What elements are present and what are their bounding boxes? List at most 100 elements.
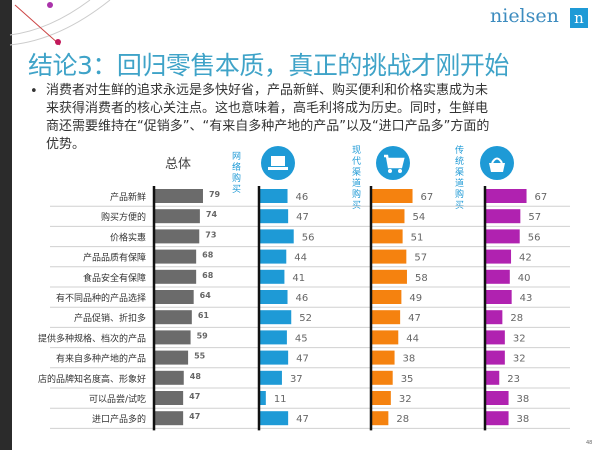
bar-2 xyxy=(371,189,413,203)
bar-2 xyxy=(371,350,395,365)
series-header-total: 总体 xyxy=(165,157,192,172)
bar-3 xyxy=(485,229,520,244)
category-label: 产品促销、折扣多 xyxy=(74,312,146,324)
bar-3 xyxy=(485,189,527,203)
data-label: 68 xyxy=(202,271,214,280)
data-label: 38 xyxy=(517,414,530,425)
data-label: 74 xyxy=(206,210,218,219)
bar-1 xyxy=(259,269,285,284)
data-label: 57 xyxy=(528,212,541,223)
bar-0 xyxy=(154,209,200,224)
category-label: 食品安全有保障 xyxy=(83,272,146,284)
data-label: 37 xyxy=(290,374,303,385)
bar-3 xyxy=(485,391,509,405)
data-label: 38 xyxy=(517,394,530,405)
data-label: 73 xyxy=(205,230,216,239)
bar-0 xyxy=(154,229,200,244)
body-text: 消费者对生鲜的追求永远是多快好省，产品新鲜、购买便利和价格实惠成为未来获得消费者… xyxy=(46,83,490,152)
category-label: 进口产品多的 xyxy=(92,413,146,425)
data-label: 58 xyxy=(415,273,428,284)
data-label: 79 xyxy=(209,190,221,199)
bar-1 xyxy=(259,330,287,345)
data-label: 28 xyxy=(396,414,409,425)
bar-0 xyxy=(154,330,191,345)
bar-0 xyxy=(154,391,184,405)
category-label: 提供多种规格、档次的产品 xyxy=(38,332,146,344)
data-label: 47 xyxy=(296,354,309,365)
series-header-online: 网络购买 xyxy=(232,152,242,195)
data-label: 57 xyxy=(414,253,427,264)
bar-1 xyxy=(259,249,287,264)
bar-2 xyxy=(371,391,391,405)
nielsen-logo-mark: n xyxy=(570,8,588,28)
category-label: 产品品质有保障 xyxy=(83,252,146,264)
bar-3 xyxy=(485,209,521,224)
data-label: 35 xyxy=(401,374,414,385)
bar-1 xyxy=(259,229,294,244)
data-label: 44 xyxy=(294,253,307,264)
laptop-icon xyxy=(261,146,295,180)
data-label: 42 xyxy=(519,253,532,264)
category-label: 产品新鲜 xyxy=(110,191,146,203)
data-label: 56 xyxy=(528,232,541,243)
bar-0 xyxy=(154,290,194,304)
category-label: 有来自多种产地的产品 xyxy=(56,353,146,365)
data-label: 32 xyxy=(513,333,526,344)
bar-3 xyxy=(485,411,509,426)
data-label: 45 xyxy=(295,333,308,344)
data-label: 54 xyxy=(412,212,425,223)
data-label: 47 xyxy=(296,212,309,223)
data-label: 46 xyxy=(296,293,309,304)
bar-2 xyxy=(371,290,402,304)
data-label: 44 xyxy=(406,333,419,344)
bar-2 xyxy=(371,249,407,264)
data-label: 56 xyxy=(302,232,315,243)
bar-3 xyxy=(485,290,512,304)
category-label: 店的品牌知名度高、形象好 xyxy=(38,373,146,385)
bar-1 xyxy=(259,189,288,203)
data-label: 64 xyxy=(200,291,212,300)
category-label: 价格实惠 xyxy=(110,231,146,243)
data-label: 48 xyxy=(190,372,202,381)
data-label: 43 xyxy=(520,293,533,304)
bar-1 xyxy=(259,290,288,304)
bar-2 xyxy=(371,269,407,284)
page-number: 48 xyxy=(586,440,593,446)
bar-2 xyxy=(371,330,399,345)
data-label: 67 xyxy=(535,192,548,203)
bar-2 xyxy=(371,370,393,385)
bullet-icon: • xyxy=(30,84,38,99)
data-label: 59 xyxy=(197,331,209,340)
bar-0 xyxy=(154,310,192,325)
data-label: 68 xyxy=(202,251,214,260)
bar-0 xyxy=(154,189,203,203)
left-strip xyxy=(0,0,12,450)
bar-0 xyxy=(154,411,184,426)
cart-icon xyxy=(376,146,410,180)
data-label: 47 xyxy=(408,313,421,324)
data-label: 52 xyxy=(299,313,312,324)
page-title: 结论3：回归零售本质，真正的挑战才刚开始 xyxy=(28,51,509,80)
data-label: 49 xyxy=(409,293,422,304)
bar-2 xyxy=(371,411,389,426)
bar-1 xyxy=(259,370,282,385)
nielsen-logo: nielsen xyxy=(490,5,559,27)
data-label: 67 xyxy=(421,192,434,203)
data-label: 61 xyxy=(198,311,210,320)
category-label: 有不同品种的产品选择 xyxy=(56,292,146,304)
bar-2 xyxy=(371,209,405,224)
decorative-arcs xyxy=(9,0,111,46)
bar-3 xyxy=(485,269,510,284)
data-label: 51 xyxy=(411,232,424,243)
bar-1 xyxy=(259,411,289,426)
bar-1 xyxy=(259,391,266,405)
data-label: 38 xyxy=(403,354,416,365)
bar-0 xyxy=(154,370,184,385)
data-label: 32 xyxy=(513,354,526,365)
data-label: 40 xyxy=(518,273,531,284)
data-label: 47 xyxy=(189,412,200,421)
bar-3 xyxy=(485,350,505,365)
bar-2 xyxy=(371,229,403,244)
bar-1 xyxy=(259,310,292,325)
